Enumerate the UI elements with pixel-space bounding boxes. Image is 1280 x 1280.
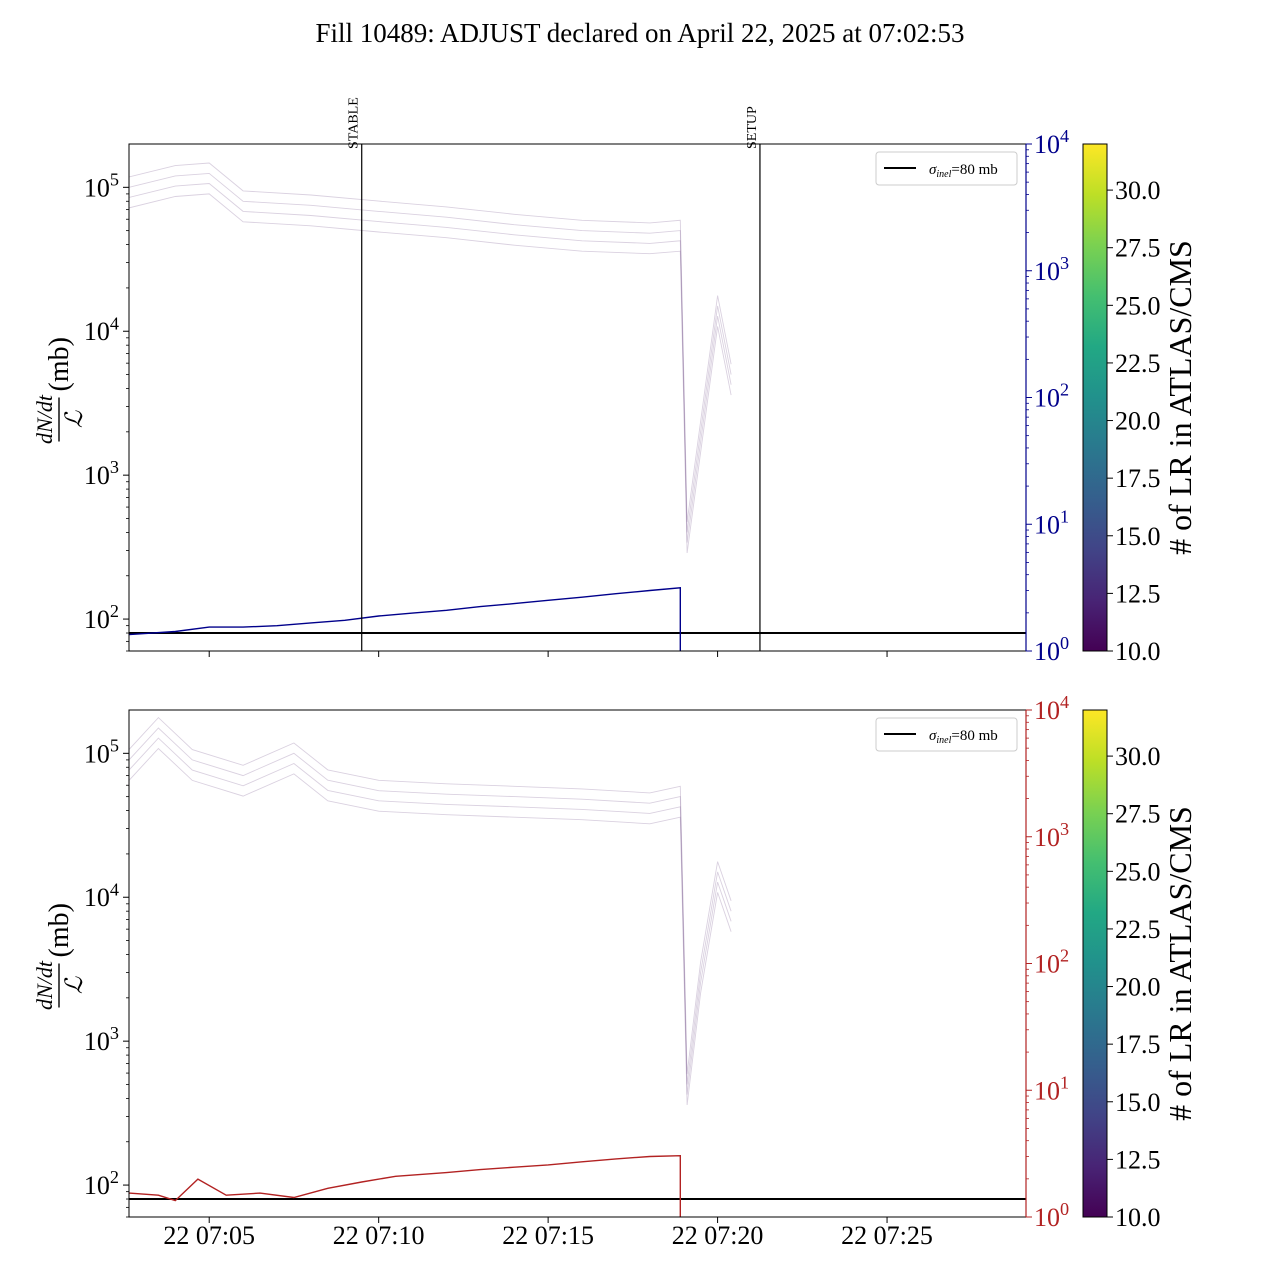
background-series-line xyxy=(129,727,732,1085)
colorbar-label: # of LR in ATLAS/CMS xyxy=(1162,240,1198,555)
y-tick-label: 103 xyxy=(84,1023,119,1056)
colorbar-tick-label: 15.0 xyxy=(1115,522,1161,551)
y-label-numerator: dN/dt xyxy=(32,394,57,444)
y-tick-label: 103 xyxy=(84,457,119,490)
colorbar-tick-label: 30.0 xyxy=(1115,742,1161,771)
legend: σinel=80 mb xyxy=(875,717,1018,752)
right-y-tick-label: 102 xyxy=(1034,380,1069,413)
colorbar-tick-label: 25.0 xyxy=(1115,857,1161,886)
colorbar-tick-label: 12.5 xyxy=(1115,579,1161,608)
legend: σinel=80 mb xyxy=(875,151,1018,186)
right-y-tick-label: 102 xyxy=(1034,946,1069,979)
background-series-line xyxy=(129,172,732,533)
colorbar-tick-label: 17.5 xyxy=(1115,1030,1161,1059)
background-series-line xyxy=(129,747,732,1106)
colorbar-bottom: 10.0 12.5 15.0 17.5 20.0 22.5 25.0 27.5 30.0 # of… xyxy=(1082,709,1198,1232)
y-axis-label: dN/dt ℒ (mb) xyxy=(32,337,88,444)
vline-label: SETUP xyxy=(745,106,760,149)
chart-panel-top: STABLE SETUP102103104105100101102103104dN… xyxy=(32,97,1069,666)
y-label-denominator: ℒ xyxy=(62,976,88,994)
y-label-denominator: ℒ xyxy=(62,410,88,428)
y-tick-label: 102 xyxy=(84,1167,119,1200)
right-y-tick-label: 103 xyxy=(1034,253,1069,286)
x-tick-label: 22 07:25 xyxy=(841,1221,933,1250)
right-y-tick-label: 100 xyxy=(1034,633,1069,666)
colorbar-tick-label: 10.0 xyxy=(1115,637,1161,666)
y-tick-label: 105 xyxy=(84,169,119,202)
x-tick-label: 22 07:10 xyxy=(333,1221,425,1250)
colorbar-tick-label: 17.5 xyxy=(1115,464,1161,493)
colorbar-gradient xyxy=(1082,143,1108,652)
y-axis-label: dN/dt ℒ (mb) xyxy=(32,903,88,1010)
y-label-numerator: dN/dt xyxy=(32,960,57,1010)
colorbar-tick-label: 12.5 xyxy=(1115,1145,1161,1174)
chart-panels: STABLE SETUP102103104105100101102103104dN… xyxy=(32,97,1069,1250)
colorbar-tick-label: 15.0 xyxy=(1115,1088,1161,1117)
colorbar-tick-label: 30.0 xyxy=(1115,176,1161,205)
background-series-line xyxy=(129,183,732,543)
right-y-tick-label: 101 xyxy=(1034,506,1069,539)
colorbar-tick-label: 27.5 xyxy=(1115,800,1161,829)
legend-label: σinel=80 mb xyxy=(929,162,998,180)
colorbar-tick-label: 20.0 xyxy=(1115,973,1161,1002)
x-tick-label: 22 07:05 xyxy=(163,1221,255,1250)
colorbar-tick-label: 20.0 xyxy=(1115,407,1161,436)
right-y-tick-label: 101 xyxy=(1034,1072,1069,1105)
legend-box xyxy=(875,717,1018,752)
colorbar-gradient xyxy=(1082,709,1108,1218)
colorbar-tick-label: 27.5 xyxy=(1115,234,1161,263)
right-y-tick-label: 104 xyxy=(1034,126,1069,159)
main-series-line xyxy=(129,587,681,651)
y-tick-label: 104 xyxy=(84,879,119,912)
colorbar-label: # of LR in ATLAS/CMS xyxy=(1162,806,1198,1121)
plot-area xyxy=(129,162,1026,651)
plot-area xyxy=(129,716,1026,1217)
background-series-line xyxy=(129,162,732,523)
vline-label: STABLE xyxy=(347,97,362,149)
chart-panel-bottom: 102 103 104 105 100 101 102 103 104 22 07:05 22 07… xyxy=(32,692,1069,1250)
background-series-line xyxy=(129,737,732,1095)
plot-frame xyxy=(128,709,1027,1218)
right-y-tick-label: 100 xyxy=(1034,1199,1069,1232)
background-series-line xyxy=(129,716,732,1075)
colorbar-tick-label: 22.5 xyxy=(1115,349,1161,378)
colorbar-tick-label: 10.0 xyxy=(1115,1203,1161,1232)
y-label-unit: (mb) xyxy=(44,903,75,957)
legend-label: σinel=80 mb xyxy=(929,728,998,746)
y-label-unit: (mb) xyxy=(44,337,75,391)
y-tick-label: 105 xyxy=(84,735,119,768)
colorbars: 10.0 12.5 15.0 17.5 20.0 22.5 25.0 27.5 30.0 # of… xyxy=(1082,143,1198,1232)
right-y-tick-label: 103 xyxy=(1034,819,1069,852)
x-tick-label: 22 07:20 xyxy=(672,1221,764,1250)
y-tick-label: 102 xyxy=(84,601,119,634)
legend-box xyxy=(875,151,1018,186)
colorbar-tick-label: 25.0 xyxy=(1115,291,1161,320)
colorbar-top: 10.0 12.5 15.0 17.5 20.0 22.5 25.0 27.5 30.0 # of… xyxy=(1082,143,1198,666)
x-tick-label: 22 07:15 xyxy=(502,1221,594,1250)
colorbar-tick-label: 22.5 xyxy=(1115,915,1161,944)
main-series-line xyxy=(129,1154,681,1217)
figure-title: Fill 10489: ADJUST declared on April 22,… xyxy=(315,18,965,48)
y-tick-label: 104 xyxy=(84,313,119,346)
background-series-line xyxy=(129,193,732,554)
right-y-tick-label: 104 xyxy=(1034,692,1069,725)
